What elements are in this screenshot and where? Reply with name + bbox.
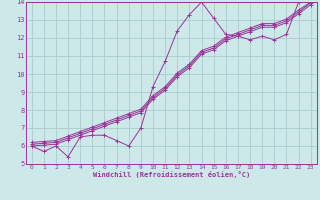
X-axis label: Windchill (Refroidissement éolien,°C): Windchill (Refroidissement éolien,°C) bbox=[92, 171, 250, 178]
